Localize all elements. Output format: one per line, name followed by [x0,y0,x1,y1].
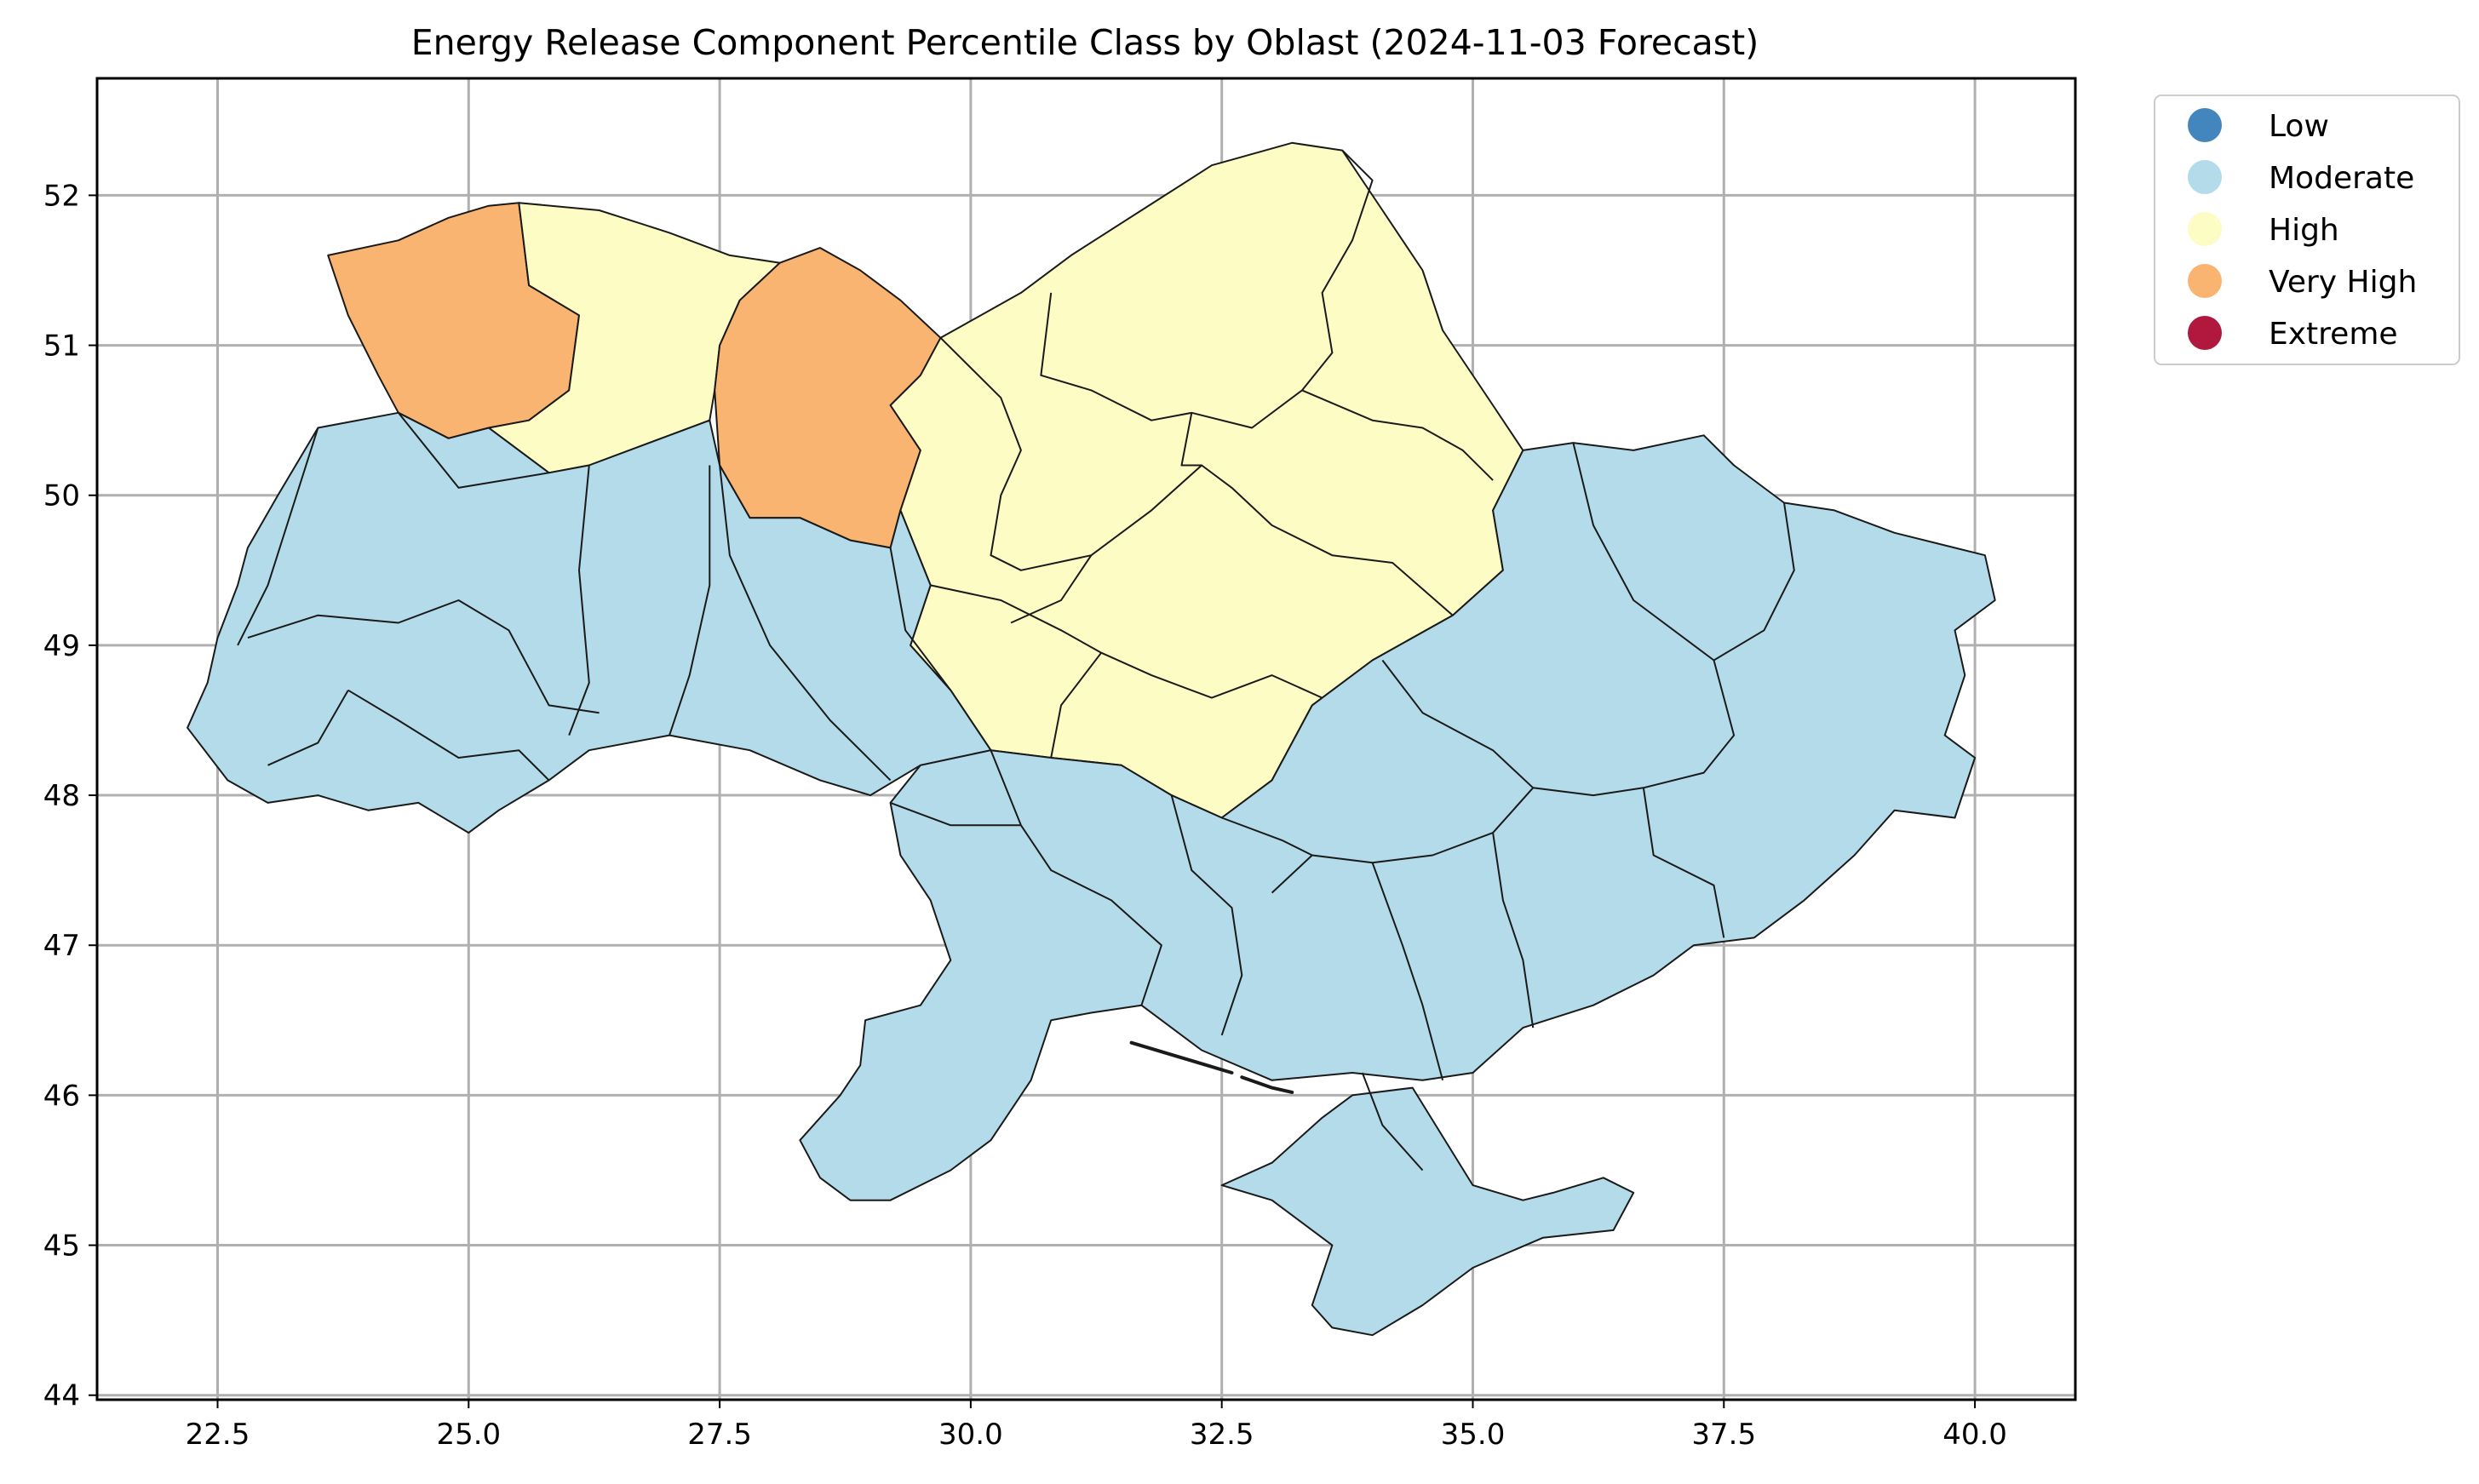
oblast-boundary-line [889,547,952,691]
y-tick-label: 51 [43,329,80,364]
oblast-boundary-line [1371,862,1444,1081]
oblast-boundaries [237,149,1795,1172]
oblast-boundary-line [1221,816,1313,857]
legend: Low Moderate High Very High Extreme [2154,95,2460,365]
y-tick-label: 44 [43,1379,80,1413]
oblast-polygons [186,141,1996,1337]
oblast-boundary-line [1040,149,1374,429]
oblast-boundary-line [267,690,349,766]
oblast-boundary-line [890,801,1021,827]
oblast-region-moderate [799,434,1996,1201]
legend-label-moderate: Moderate [2269,161,2414,196]
legend-label-low: Low [2269,109,2329,144]
x-axis-ticks: 22.5 25.0 27.5 30.0 32.5 35.0 37.5 40.0 [186,1400,2007,1452]
oblast-boundary-line [1492,832,1535,1028]
oblast-boundary-line [939,337,1454,616]
chart-title: Energy Release Component Percentile Clas… [411,22,1759,63]
oblast-boundary-line [930,584,1323,699]
oblast-boundary-line [1642,788,1725,938]
x-tick-label: 40.0 [1942,1418,2007,1452]
oblast-boundary-line [247,599,600,714]
oblast-boundary-line [669,465,711,736]
legend-label-very-high: Very High [2269,265,2417,300]
x-tick-label: 37.5 [1691,1418,1756,1452]
coastline-features [1129,1040,1294,1094]
x-tick-label: 25.0 [436,1418,501,1452]
oblast-boundary-line [347,689,550,782]
oblast-boundary-line [990,749,1162,1006]
oblast-region-moderate [1220,1086,1635,1337]
y-tick-label: 47 [43,929,80,963]
legend-marker-high [2188,212,2222,246]
oblast-boundary-line [1361,1072,1424,1172]
oblast-boundary-line [1533,502,1795,797]
y-tick-label: 45 [43,1229,80,1263]
oblast-region-moderate [186,411,992,834]
legend-marker-moderate [2188,160,2222,194]
oblast-boundary-line [719,465,892,782]
y-axis-ticks: 44 45 46 47 48 49 50 51 52 [43,179,97,1413]
oblast-boundary-line [398,412,549,489]
y-tick-label: 49 [43,629,80,663]
x-tick-label: 27.5 [687,1418,752,1452]
oblast-boundary-line [1301,389,1494,481]
y-tick-label: 52 [43,179,80,213]
x-tick-label: 22.5 [186,1418,250,1452]
y-tick-label: 50 [43,479,80,513]
legend-marker-very-high [2188,264,2222,298]
y-tick-label: 48 [43,779,80,813]
legend-frame [2154,95,2460,365]
oblast-boundary-line [1010,554,1093,624]
oblast-boundary-line [1170,794,1243,1036]
x-tick-label: 30.0 [938,1418,1003,1452]
oblast-boundary-line [237,427,319,646]
plot-frame [95,77,2077,1401]
y-tick-label: 46 [43,1079,80,1113]
oblast-boundary-line [1572,442,1715,662]
oblast-boundary-line [1050,652,1102,759]
legend-label-extreme: Extreme [2269,317,2398,352]
legend-marker-extreme [2188,316,2222,350]
legend-marker-low [2188,108,2222,142]
x-tick-label: 35.0 [1441,1418,1506,1452]
x-tick-label: 32.5 [1190,1418,1254,1452]
coastal-spit-line [1240,1075,1294,1094]
oblast-boundary-line [1180,412,1202,467]
legend-label-high: High [2269,213,2339,248]
coastal-spit-line [1129,1040,1234,1074]
